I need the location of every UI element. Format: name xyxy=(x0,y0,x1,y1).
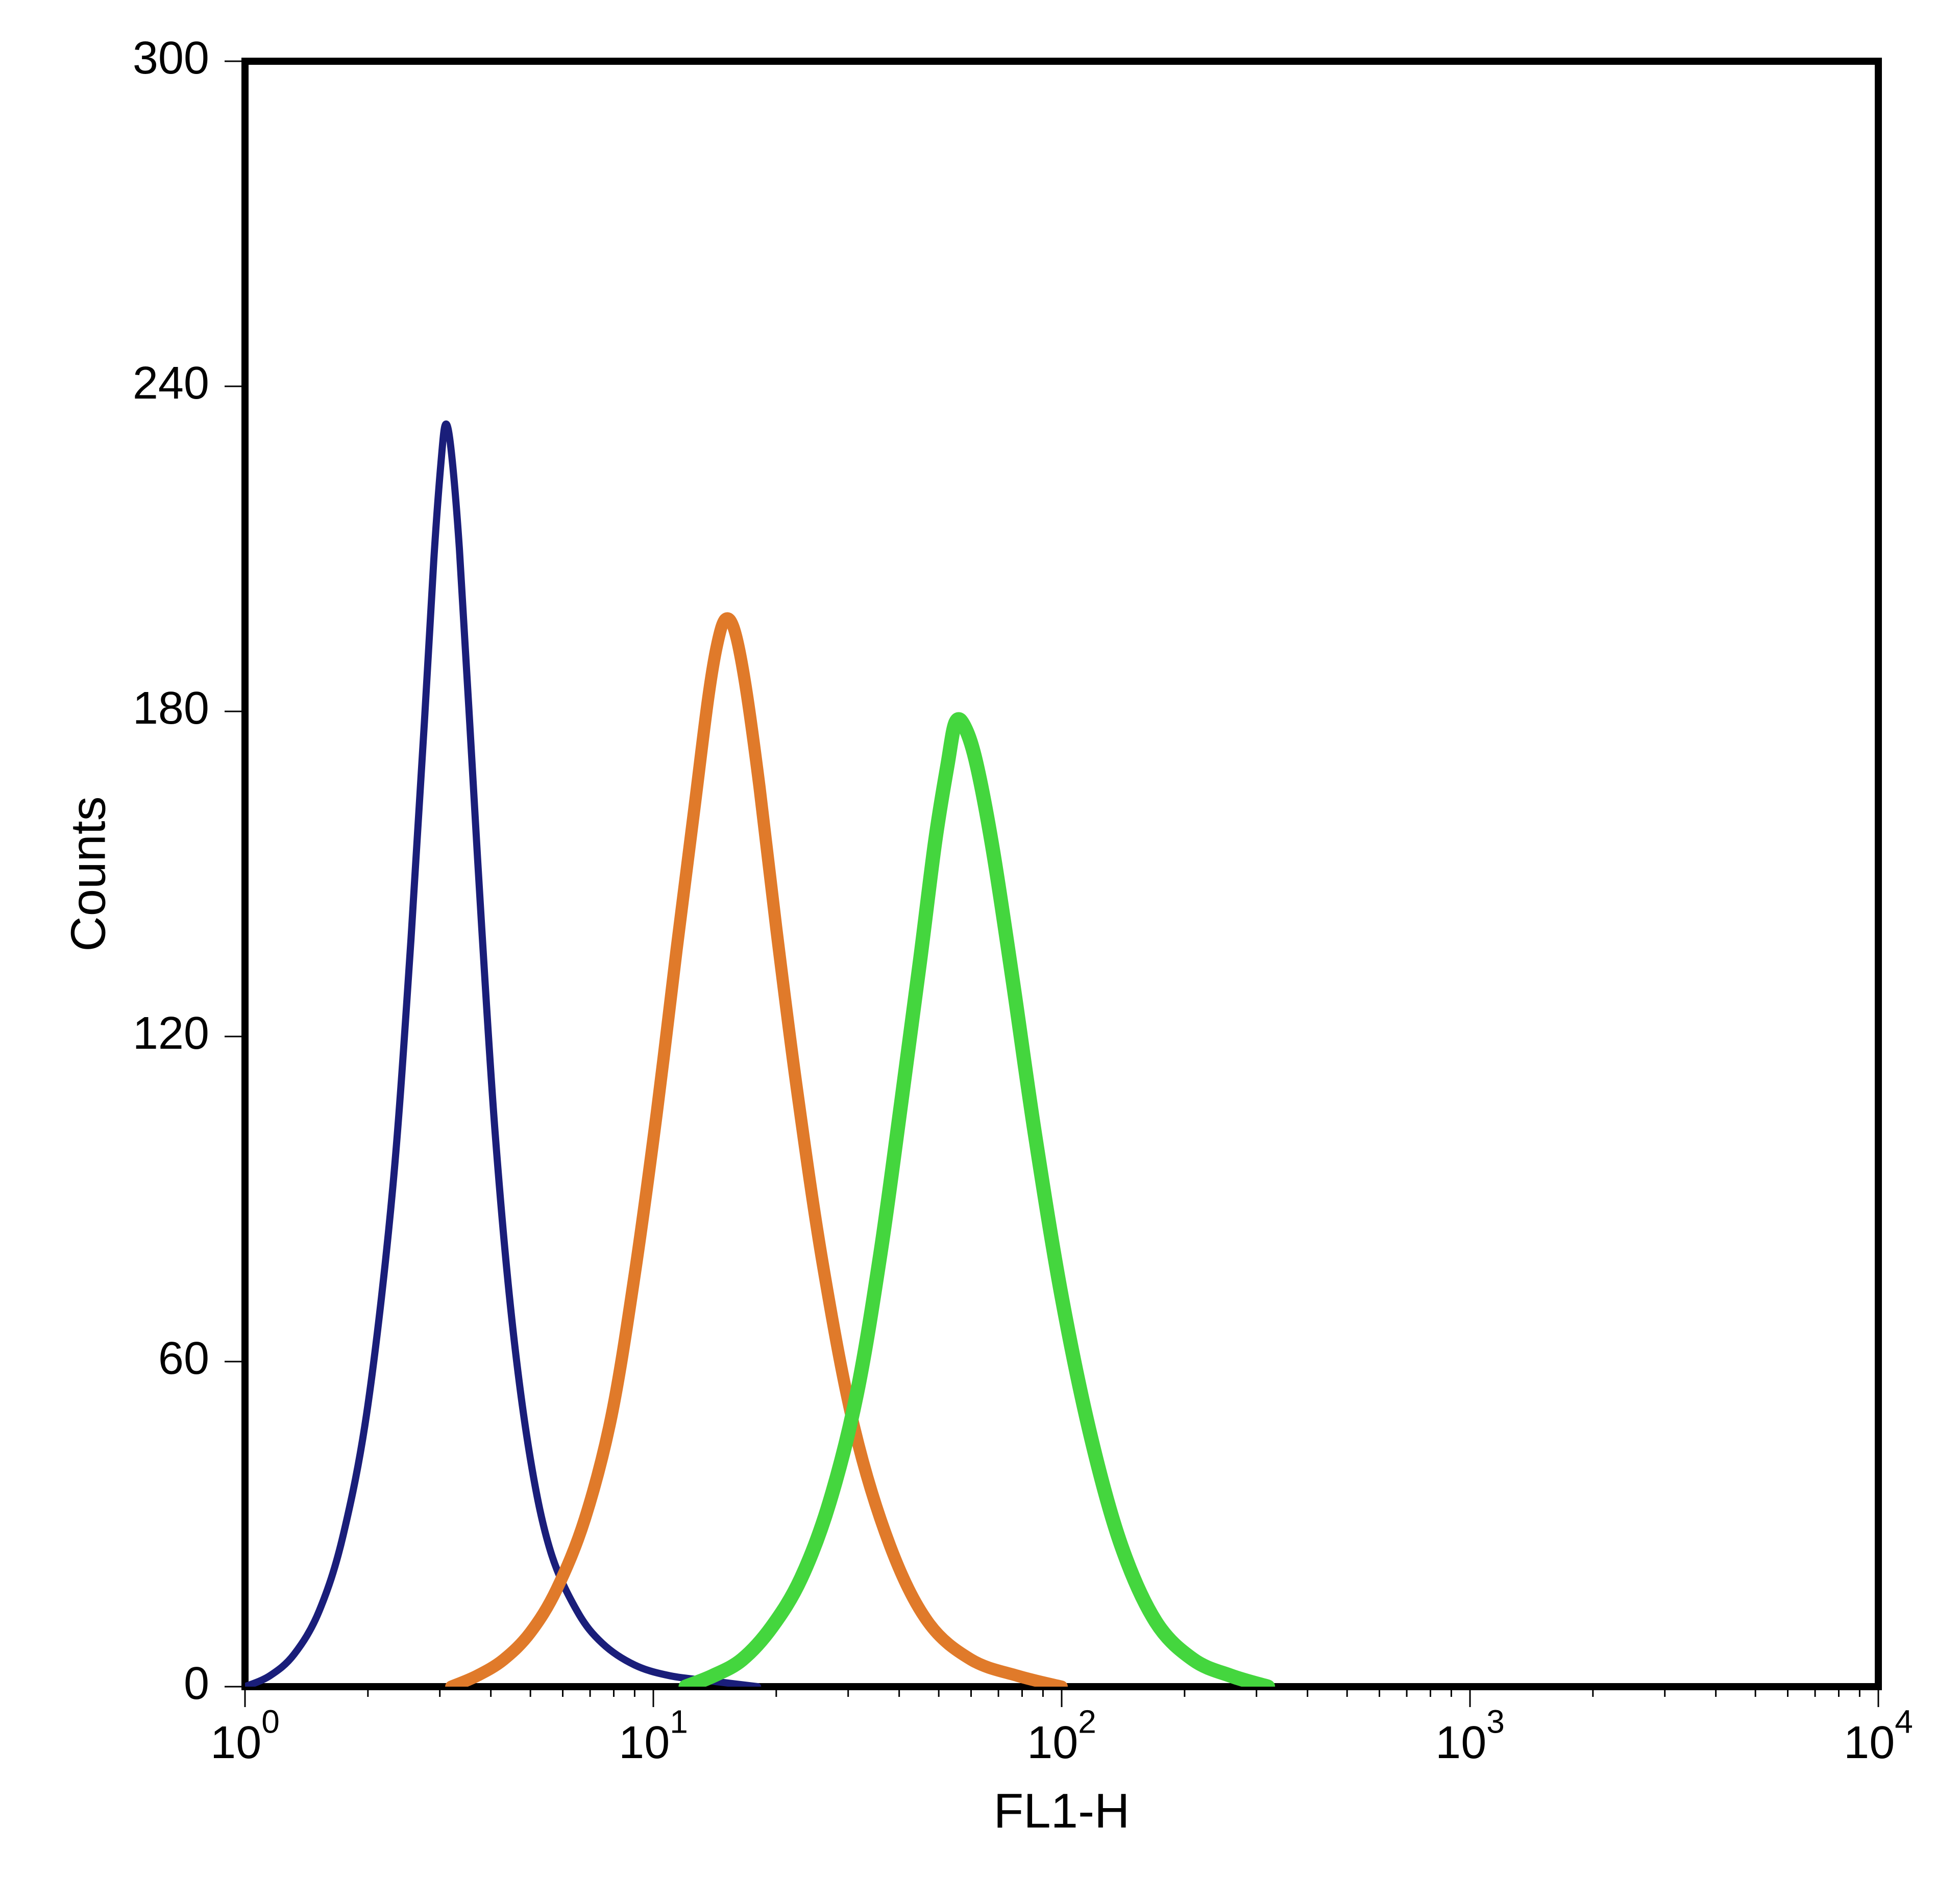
x-ticks: 100101102103104 xyxy=(210,1687,1913,1768)
x-tick-label: 101 xyxy=(619,1704,688,1769)
y-ticks: 0 60 120 180 240 300 xyxy=(133,33,245,1709)
y-tick-label: 300 xyxy=(133,33,209,84)
series-blue xyxy=(245,424,757,1687)
x-tick-label-sup: 3 xyxy=(1486,1704,1505,1740)
y-tick-label: 0 xyxy=(184,1658,209,1709)
y-axis-label: Counts xyxy=(61,796,115,951)
y-tick-label: 120 xyxy=(133,1008,209,1059)
y-tick-label: 240 xyxy=(133,358,209,409)
x-tick-label-base: 10 xyxy=(1027,1717,1078,1768)
x-tick-label-base: 10 xyxy=(1435,1717,1486,1768)
y-tick-label: 180 xyxy=(133,683,209,734)
x-tick-label: 102 xyxy=(1027,1704,1096,1769)
chart-container: 060120180240300Counts100101102103104FL1-… xyxy=(0,0,1960,1901)
x-tick-label-sup: 0 xyxy=(261,1704,280,1740)
x-tick-label-base: 10 xyxy=(210,1717,261,1768)
x-tick-label-base: 10 xyxy=(1844,1717,1895,1768)
x-tick-label: 104 xyxy=(1844,1704,1913,1769)
x-tick-label-sup: 4 xyxy=(1895,1704,1913,1740)
x-axis-label: FL1-H xyxy=(994,1784,1130,1838)
x-tick-label-base: 10 xyxy=(619,1717,670,1768)
x-tick-label: 100 xyxy=(210,1704,280,1769)
flow-cytometry-histogram: 060120180240300Counts100101102103104FL1-… xyxy=(0,0,1960,1901)
series-group xyxy=(245,424,1268,1687)
plot-border xyxy=(245,61,1878,1687)
y-tick-label: 60 xyxy=(158,1333,209,1384)
x-tick-label: 103 xyxy=(1435,1704,1505,1769)
x-tick-label-sup: 2 xyxy=(1078,1704,1096,1740)
x-tick-label-sup: 1 xyxy=(670,1704,688,1740)
